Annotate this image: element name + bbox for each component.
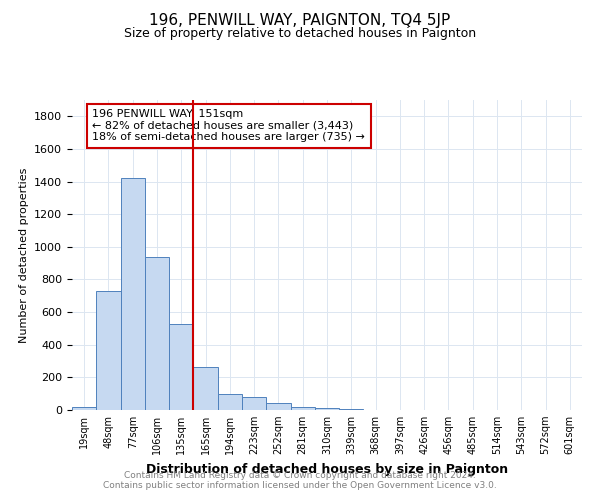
Text: Size of property relative to detached houses in Paignton: Size of property relative to detached ho… xyxy=(124,28,476,40)
Text: 196, PENWILL WAY, PAIGNTON, TQ4 5JP: 196, PENWILL WAY, PAIGNTON, TQ4 5JP xyxy=(149,12,451,28)
Text: Contains HM Land Registry data © Crown copyright and database right 2024.
Contai: Contains HM Land Registry data © Crown c… xyxy=(103,470,497,490)
Bar xyxy=(145,256,169,410)
Bar xyxy=(169,324,193,410)
Y-axis label: Number of detached properties: Number of detached properties xyxy=(19,168,29,342)
Bar xyxy=(266,402,290,410)
Bar xyxy=(96,291,121,410)
Bar xyxy=(193,367,218,410)
Bar xyxy=(339,409,364,410)
Bar xyxy=(72,406,96,410)
Text: 196 PENWILL WAY: 151sqm
← 82% of detached houses are smaller (3,443)
18% of semi: 196 PENWILL WAY: 151sqm ← 82% of detache… xyxy=(92,110,365,142)
Bar xyxy=(121,178,145,410)
X-axis label: Distribution of detached houses by size in Paignton: Distribution of detached houses by size … xyxy=(146,462,508,475)
Bar xyxy=(242,397,266,410)
Bar xyxy=(315,408,339,410)
Bar xyxy=(218,394,242,410)
Bar xyxy=(290,406,315,410)
